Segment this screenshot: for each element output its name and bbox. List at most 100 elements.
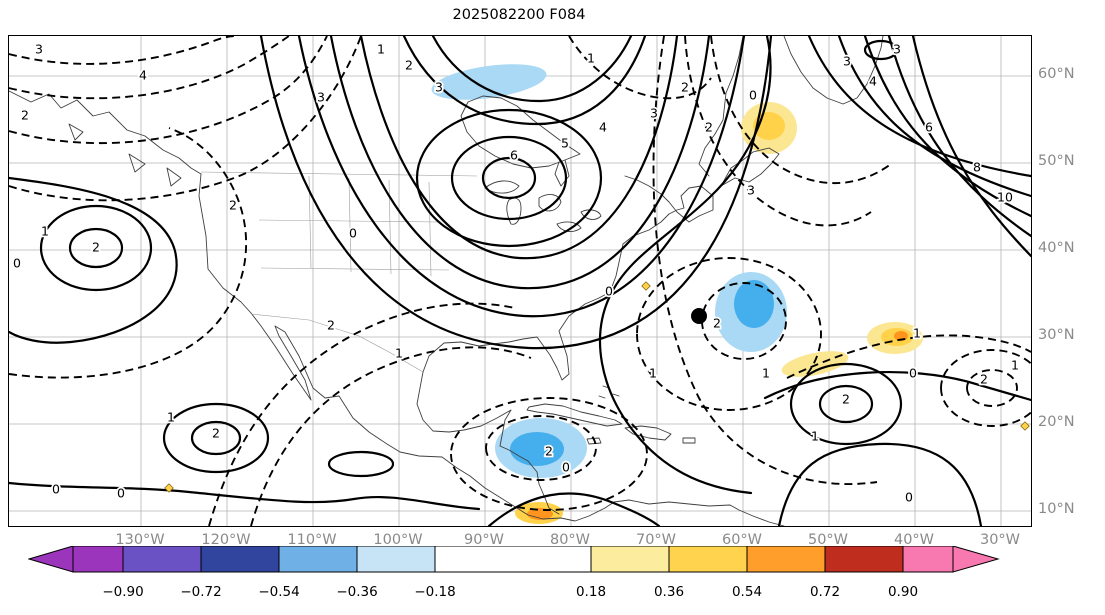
state-border <box>260 267 450 271</box>
lat-tick-label: 10°N <box>1038 501 1075 517</box>
contour-line-dashed <box>636 257 822 411</box>
contour-line-solid <box>863 39 899 61</box>
colorbar-segment <box>122 546 202 573</box>
coastline <box>556 221 582 232</box>
shaded-anomaly-region <box>510 432 564 466</box>
contour-label: 3 <box>747 183 755 198</box>
contour-label: 8 <box>973 160 981 175</box>
contour-label: 2 <box>327 318 335 333</box>
colorbar-left-arrow <box>28 546 74 573</box>
shaded-anomaly-region <box>781 351 849 377</box>
contour-line-dashed <box>701 282 787 360</box>
coastline <box>580 209 602 220</box>
contour-label: 6 <box>510 148 518 163</box>
contour-label: 0 <box>909 366 917 381</box>
contour-line-dashed <box>9 36 328 145</box>
state-border <box>428 181 432 277</box>
contour-label: 2 <box>980 372 988 387</box>
contour-label: 4 <box>139 68 147 83</box>
contour-line-dashed <box>786 334 1031 379</box>
contour-label: 1 <box>167 410 175 425</box>
colorbar-tick-label: −0.18 <box>414 584 455 600</box>
coastline <box>698 36 744 177</box>
shaded-anomaly-region <box>734 280 774 328</box>
contour-line-solid <box>327 450 395 478</box>
lon-tick-label: 50°W <box>807 532 849 548</box>
contour-label: 1 <box>41 224 49 239</box>
lat-tick-label: 30°N <box>1038 327 1075 343</box>
coastline <box>460 95 581 169</box>
contour-label: 1 <box>377 42 385 57</box>
contour-line-solid <box>359 36 679 260</box>
colorbar-segment <box>278 546 358 573</box>
state-border <box>388 179 392 275</box>
contour-line-dashed <box>485 415 597 481</box>
contour-line-dashed <box>568 36 712 100</box>
colorbar: −0.90 −0.72 −0.54 −0.36 −0.18 0.18 0.36 0.54 0.7… <box>28 546 1000 600</box>
colorbar-tick-label: 0.72 <box>810 584 840 600</box>
lon-tick-label: 80°W <box>549 532 591 548</box>
coastline <box>422 185 714 381</box>
contour-line-solid <box>68 227 124 269</box>
contour-line-solid <box>39 204 153 292</box>
contour-line-solid <box>837 36 1031 198</box>
lat-tick-label: 20°N <box>1038 414 1075 430</box>
contour-label: 1 <box>649 366 657 381</box>
contour-line-solid <box>599 36 772 495</box>
lon-tick-label: 70°W <box>635 532 677 548</box>
colorbar-tick-label: 0.36 <box>654 584 684 600</box>
coastline <box>506 197 522 225</box>
contour-label: 3 <box>893 42 901 57</box>
lon-tick-label: 130°W <box>115 532 165 548</box>
contour-line-dashed <box>450 397 648 511</box>
lon-tick-label: 110°W <box>287 532 337 548</box>
contour-label: 2 <box>681 80 689 95</box>
contour-label: 1 <box>395 346 403 361</box>
contour-label: 2 <box>212 426 220 441</box>
state-border <box>258 219 440 223</box>
chart-title: 2025082200 F084 <box>452 7 586 23</box>
colorbar-segment <box>200 546 280 573</box>
colorbar-segment <box>434 546 592 573</box>
contour-label: 3 <box>317 90 325 105</box>
coastline <box>198 173 785 526</box>
contour-line-solid <box>162 402 270 474</box>
lon-tick-label: 40°W <box>893 532 935 548</box>
colorbar-tick-label: −0.36 <box>336 584 377 600</box>
coastline <box>526 403 623 427</box>
contour-line-solid <box>863 36 1031 218</box>
contour-label: 2 <box>405 58 413 73</box>
contour-line-solid <box>9 176 178 344</box>
contour-label: 0 <box>52 482 60 497</box>
contour-label: 4 <box>599 120 607 135</box>
lat-tick-label: 50°N <box>1038 153 1075 169</box>
lon-tick-label: 100°W <box>373 532 423 548</box>
contour-label: 2 <box>21 108 29 123</box>
contour-line-solid <box>297 36 746 318</box>
contour-line-dashed <box>940 349 1031 427</box>
colorbar-segment <box>668 546 748 573</box>
contour-line-dashed <box>250 346 532 526</box>
contour-line-solid <box>481 156 537 200</box>
lon-tick-label: 60°W <box>721 532 763 548</box>
colorbar-segment <box>72 546 124 573</box>
coastline <box>538 194 562 212</box>
coastline <box>416 371 560 515</box>
colorbar-segment <box>824 546 904 573</box>
lon-tick-label: 120°W <box>201 532 251 548</box>
contour-label: 0 <box>13 256 21 271</box>
colorbar-tick-label: −0.90 <box>102 584 143 600</box>
small-diamond-marker <box>641 281 651 291</box>
colorbar-segment <box>590 546 670 573</box>
contour-line-solid <box>887 36 1031 238</box>
colorbar-tick-label: −0.54 <box>258 584 299 600</box>
contour-line-dashed <box>9 36 362 202</box>
contour-label: 0 <box>117 486 125 501</box>
storm-point-marker <box>691 308 707 324</box>
contour-label: 0 <box>605 284 613 299</box>
contour-label: 10 <box>997 190 1013 205</box>
contour-label: 2 <box>545 444 553 459</box>
contour-label: 1 <box>1011 358 1019 373</box>
contour-label: 1 <box>762 366 770 381</box>
